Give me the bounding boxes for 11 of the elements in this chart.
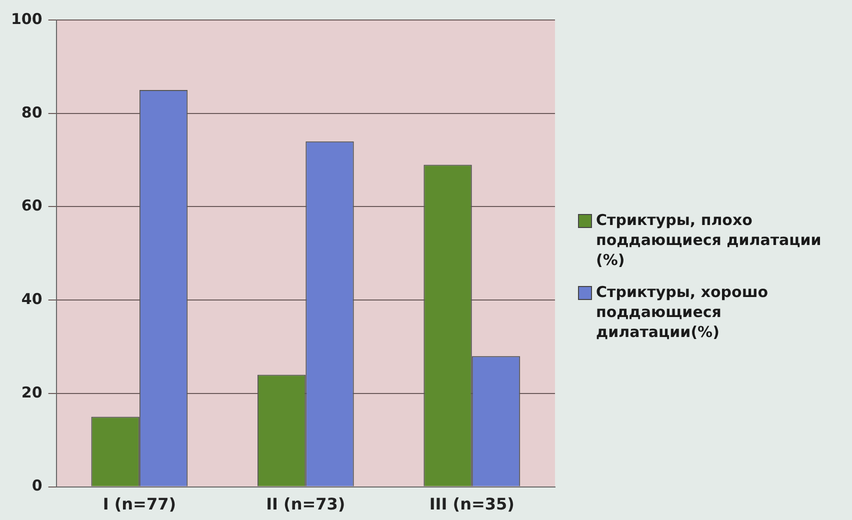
y-tick-label: 100 (11, 10, 42, 28)
x-tick-label: I (n=77) (102, 494, 176, 514)
legend-label: Стриктуры, хорошо поддающиеся дилатации(%) (596, 282, 770, 342)
y-tick-label: 40 (21, 290, 42, 308)
x-tick-label: III (n=35) (429, 494, 514, 514)
y-tick-label: 20 (21, 383, 42, 402)
y-tick-label: 0 (32, 476, 42, 495)
x-tick-label: II (n=73) (266, 494, 346, 514)
y-tick-label: 80 (21, 103, 42, 122)
y-tick-label: 60 (21, 196, 42, 215)
legend-label: Стриктуры, плохо поддающиеся дилатации (%) (596, 210, 822, 270)
